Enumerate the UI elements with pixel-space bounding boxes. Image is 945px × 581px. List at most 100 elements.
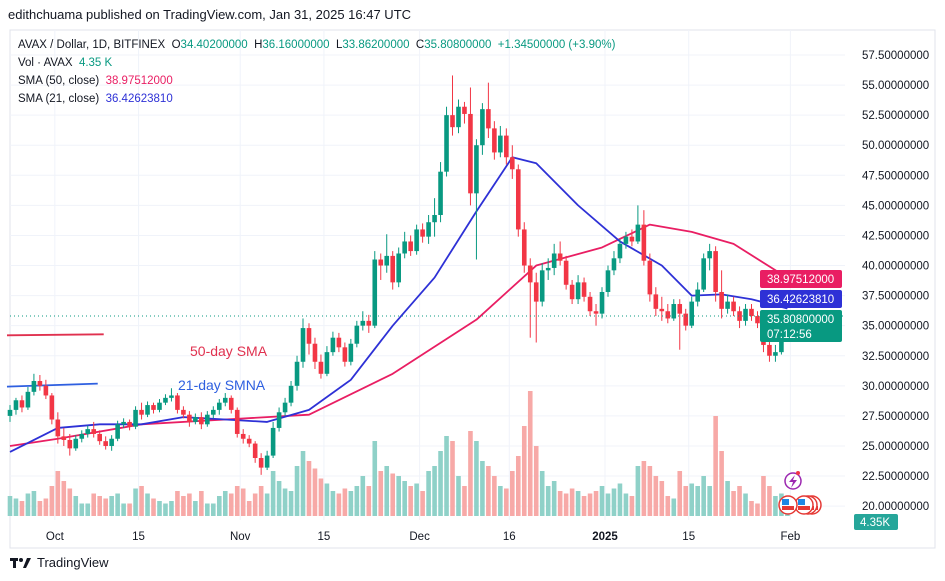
candle-body[interactable] xyxy=(222,397,228,403)
sma21-line[interactable] xyxy=(9,156,788,453)
candle-body[interactable] xyxy=(623,236,629,244)
sma21-label[interactable]: SMA (21, close) xyxy=(18,93,100,105)
candle-body[interactable] xyxy=(545,267,551,271)
candle-body[interactable] xyxy=(360,320,366,326)
candle-body[interactable] xyxy=(713,251,718,292)
candle-body[interactable] xyxy=(121,421,126,425)
candle-body[interactable] xyxy=(127,421,132,427)
candle-body[interactable] xyxy=(109,438,114,446)
candle-body[interactable] xyxy=(234,409,240,434)
candle-body[interactable] xyxy=(342,347,348,362)
candle-body[interactable] xyxy=(55,419,61,437)
candle-body[interactable] xyxy=(318,361,324,374)
candle-body[interactable] xyxy=(510,157,515,170)
candle-body[interactable] xyxy=(665,311,671,319)
candle-body[interactable] xyxy=(246,438,252,444)
candle-body[interactable] xyxy=(79,433,85,439)
candle-body[interactable] xyxy=(348,343,354,362)
candle-body[interactable] xyxy=(43,385,49,396)
candle-body[interactable] xyxy=(115,424,120,439)
candle-body[interactable] xyxy=(228,397,234,410)
candle-body[interactable] xyxy=(175,395,180,410)
candle-body[interactable] xyxy=(767,344,772,356)
candle-body[interactable] xyxy=(258,458,264,468)
candle-body[interactable] xyxy=(73,438,79,449)
candle-body[interactable] xyxy=(456,106,461,128)
candle-body[interactable] xyxy=(25,391,31,408)
candle-body[interactable] xyxy=(641,224,647,261)
candle-body[interactable] xyxy=(695,289,700,302)
candle-body[interactable] xyxy=(468,113,473,194)
candle-body[interactable] xyxy=(557,253,563,261)
candle-body[interactable] xyxy=(240,433,246,439)
candle-body[interactable] xyxy=(432,214,437,223)
candle-body[interactable] xyxy=(103,441,108,446)
candle-body[interactable] xyxy=(569,284,575,300)
candle-body[interactable] xyxy=(683,313,689,326)
candle-body[interactable] xyxy=(390,255,396,283)
candle-body[interactable] xyxy=(533,282,539,302)
volume-label[interactable]: Vol · AVAX xyxy=(18,57,73,69)
candle-body[interactable] xyxy=(396,253,401,283)
candle-body[interactable] xyxy=(653,294,659,309)
candle-body[interactable] xyxy=(575,282,581,300)
candle-body[interactable] xyxy=(216,402,222,410)
candle-body[interactable] xyxy=(593,311,599,314)
candle-body[interactable] xyxy=(474,145,479,194)
candle-body[interactable] xyxy=(288,385,294,403)
footer-brand[interactable]: TradingView xyxy=(10,555,109,570)
candle-body[interactable] xyxy=(671,304,677,319)
candle-body[interactable] xyxy=(276,412,282,428)
candle-body[interactable] xyxy=(438,171,443,215)
candle-body[interactable] xyxy=(300,328,306,362)
candle-body[interactable] xyxy=(91,429,97,434)
candle-body[interactable] xyxy=(539,270,545,302)
candle-body[interactable] xyxy=(139,409,144,415)
candle-body[interactable] xyxy=(181,409,186,415)
candle-body[interactable] xyxy=(462,106,467,114)
candle-body[interactable] xyxy=(773,352,778,356)
candle-body[interactable] xyxy=(312,343,318,362)
candle-body[interactable] xyxy=(629,236,635,242)
candle-body[interactable] xyxy=(701,258,706,290)
candle-body[interactable] xyxy=(755,316,760,324)
candle-body[interactable] xyxy=(426,222,431,237)
candle-body[interactable] xyxy=(211,409,216,415)
candle-body[interactable] xyxy=(492,128,497,153)
candle-body[interactable] xyxy=(19,400,25,408)
candle-body[interactable] xyxy=(354,325,360,344)
candle-body[interactable] xyxy=(551,253,557,268)
candle-body[interactable] xyxy=(133,409,138,427)
candle-body[interactable] xyxy=(707,251,712,259)
candle-body[interactable] xyxy=(7,409,13,416)
candle-body[interactable] xyxy=(13,400,19,410)
candle-body[interactable] xyxy=(157,402,162,410)
sma50-label[interactable]: SMA (50, close) xyxy=(18,75,100,87)
candle-body[interactable] xyxy=(749,308,754,317)
candle-body[interactable] xyxy=(677,304,683,314)
candle-body[interactable] xyxy=(252,443,258,459)
candle-body[interactable] xyxy=(49,395,55,420)
candle-body[interactable] xyxy=(270,427,276,456)
candle-body[interactable] xyxy=(402,241,407,254)
candle-body[interactable] xyxy=(647,260,653,295)
candle-body[interactable] xyxy=(504,135,509,158)
candle-body[interactable] xyxy=(366,320,372,326)
candle-body[interactable] xyxy=(145,405,150,415)
candle-body[interactable] xyxy=(725,301,730,309)
candle-body[interactable] xyxy=(563,260,569,285)
candle-body[interactable] xyxy=(498,135,503,153)
candle-body[interactable] xyxy=(330,337,336,353)
candle-body[interactable] xyxy=(163,397,168,403)
candle-body[interactable] xyxy=(450,115,455,128)
candle-body[interactable] xyxy=(408,241,413,252)
candle-body[interactable] xyxy=(414,229,419,252)
candle-body[interactable] xyxy=(324,352,330,374)
candle-body[interactable] xyxy=(61,436,67,440)
candle-body[interactable] xyxy=(205,414,210,425)
candle-body[interactable] xyxy=(264,455,270,468)
candle-body[interactable] xyxy=(420,229,425,237)
candle-body[interactable] xyxy=(67,439,73,449)
candle-body[interactable] xyxy=(31,381,37,392)
